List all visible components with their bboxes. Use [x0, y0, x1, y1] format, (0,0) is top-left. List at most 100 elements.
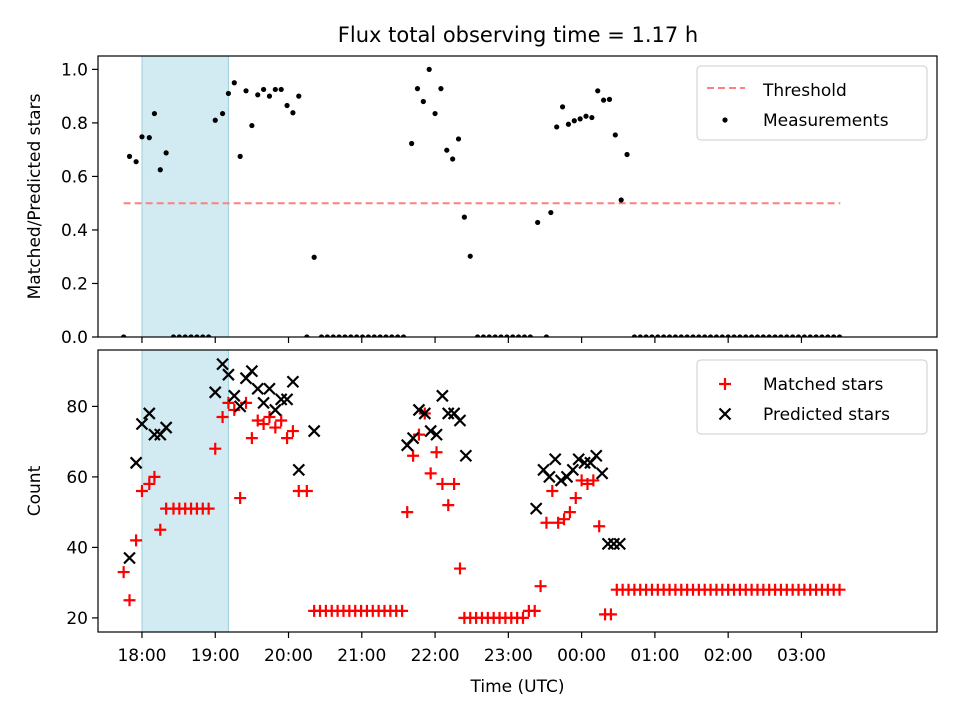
matched-stars-point — [407, 449, 420, 462]
measurements-point — [577, 116, 583, 122]
matched-stars-point — [300, 485, 313, 497]
measurements-point — [649, 334, 655, 337]
top-ytick-label: 0.6 — [61, 167, 88, 187]
measurements-point — [121, 334, 127, 337]
top-ytick-label: 0.2 — [61, 274, 88, 294]
measurements-point — [395, 334, 401, 337]
measurements-point — [212, 117, 218, 123]
measurements-point — [467, 253, 473, 259]
measurements-point — [754, 334, 761, 337]
measurements-point — [188, 334, 194, 337]
measurements-point — [318, 334, 325, 337]
matched-stars-point — [202, 502, 215, 515]
measurements-point — [414, 86, 421, 92]
predicted-stars-point — [589, 449, 603, 463]
measurements-point — [231, 80, 237, 86]
measurements-point — [474, 334, 481, 337]
measurements-point — [589, 114, 595, 121]
measurements-point — [637, 334, 643, 337]
measurements-point — [606, 96, 613, 102]
legend-measurements-label: Measurements — [763, 111, 889, 131]
measurements-point — [684, 334, 690, 337]
top-panel: 0.0 0.2 0.4 0.6 0.8 1.0 Matched/Predicted star… — [25, 55, 938, 348]
measurements-point — [766, 334, 772, 337]
legend-box — [696, 65, 928, 141]
matched-stars-point — [234, 492, 247, 505]
top-ytick-label: 1.0 — [61, 60, 88, 80]
matched-stars-point — [593, 520, 606, 533]
predicted-stars-point — [222, 368, 235, 381]
measurements-point — [535, 219, 541, 226]
measurements-point — [151, 110, 158, 117]
matched-stars-point — [534, 580, 547, 593]
measurements-point — [170, 334, 177, 337]
predicted-stars-point — [406, 431, 420, 445]
measurements-point — [571, 118, 577, 124]
top-axes-frame — [97, 55, 938, 338]
bottom-ytick-label: 40 — [66, 538, 88, 558]
measurements-point — [249, 122, 255, 129]
measurements-point — [807, 334, 813, 337]
measurements-point — [400, 334, 407, 337]
bottom-xtick-label: 21:00 — [337, 646, 386, 666]
matched-stars-point — [546, 485, 559, 497]
bottom-ytick-label: 20 — [66, 609, 88, 629]
measurements-point — [813, 334, 819, 337]
matched-stars-point — [563, 506, 576, 519]
legend-measurements-swatch — [722, 117, 728, 123]
measurements-point — [795, 334, 802, 337]
measurements-point — [772, 334, 778, 337]
measurements-point — [565, 121, 572, 127]
predicted-stars-point — [228, 389, 241, 403]
measurements-point — [182, 334, 188, 337]
bottom-axes-frame — [97, 349, 938, 633]
measurements-point — [836, 334, 843, 337]
bottom-marks — [117, 357, 846, 624]
measurements-point — [618, 197, 624, 203]
predicted-stars-point — [307, 424, 321, 438]
measurements-point — [354, 334, 360, 337]
predicted-stars-point — [595, 467, 609, 480]
matched-stars-point — [604, 608, 617, 621]
predicted-stars-point — [123, 551, 136, 565]
predicted-stars-point — [424, 424, 437, 438]
measurements-point — [498, 334, 504, 337]
measurements-point — [272, 86, 278, 93]
measurements-point — [784, 334, 790, 337]
top-ylabel: Matched/Predicted stars — [25, 93, 45, 299]
matched-stars-point — [148, 470, 161, 483]
matched-stars-point — [228, 403, 241, 416]
measurements-point — [702, 334, 708, 337]
bottom-panel: 20 40 60 80 18:00 19:00 20:00 21:00 22:00 23:00 00… — [25, 349, 938, 697]
measurements-point — [255, 92, 261, 98]
measurements-point — [206, 334, 212, 337]
measurements-point — [725, 334, 731, 337]
predicted-stars-point — [274, 393, 288, 406]
predicted-stars-point — [548, 452, 562, 466]
predicted-stars-point — [233, 400, 247, 413]
matched-stars-point — [401, 506, 414, 519]
measurements-point — [749, 334, 755, 337]
predicted-stars-point — [529, 502, 543, 515]
measurements-point — [521, 334, 528, 337]
matched-stars-point — [130, 534, 143, 547]
predicted-stars-point — [436, 389, 449, 403]
measurements-point — [801, 334, 807, 337]
measurements-point — [444, 147, 450, 153]
predicted-stars-point — [543, 470, 556, 484]
top-ytick-label: 0.0 — [61, 328, 88, 348]
measurements-point — [737, 334, 743, 337]
measurements-point — [330, 334, 336, 337]
predicted-stars-point — [412, 403, 426, 417]
matched-stars-point — [412, 428, 425, 441]
measurements-point — [713, 334, 720, 337]
matched-stars-point — [540, 516, 553, 529]
measurements-point — [126, 153, 133, 159]
measurements-point — [461, 214, 467, 220]
measurements-point — [672, 334, 679, 337]
measurements-point — [420, 98, 426, 105]
matched-stars-point — [143, 477, 156, 490]
predicted-stars-point — [257, 396, 270, 410]
measurements-point — [359, 334, 366, 337]
measurements-point — [365, 334, 371, 337]
